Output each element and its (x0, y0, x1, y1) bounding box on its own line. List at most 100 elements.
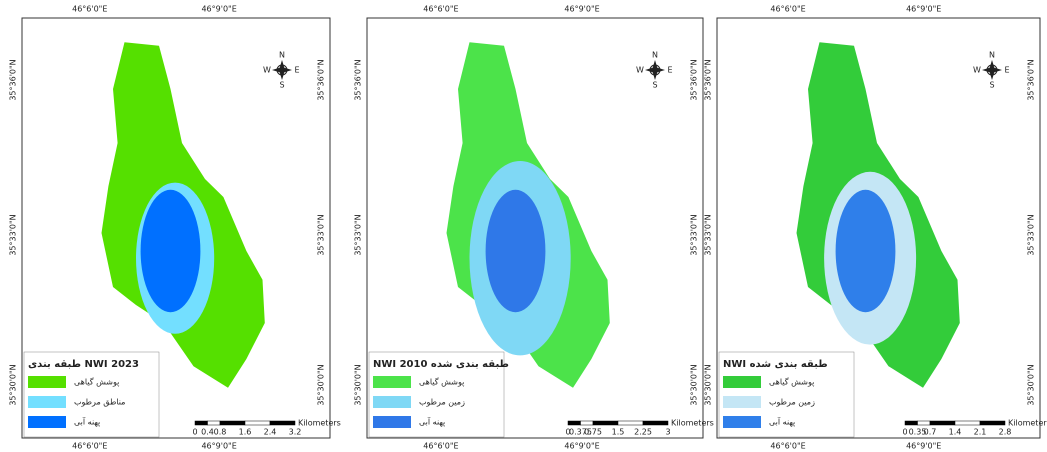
legend-swatch (723, 396, 761, 408)
scale-label: 0 (192, 428, 197, 437)
compass-n: N (279, 51, 285, 60)
compass-n: N (652, 51, 658, 60)
legend-title: NWI طبقه بندی شده (723, 359, 828, 370)
compass-w: W (263, 66, 271, 75)
legend-title: NWI 2010 طبقه بندی شده (373, 359, 509, 370)
scale-unit: Kilometers (1008, 419, 1047, 428)
right-coordinate: 35°30'0"N (690, 364, 699, 405)
top-coordinate: 46°9'0"E (201, 5, 236, 14)
compass-rose (272, 60, 292, 80)
scale-label: 2.8 (999, 428, 1012, 437)
compass-rose (982, 60, 1002, 80)
map-panel: 46°6'0"E 46°9'0"E 46°6'0"E 46°9'0"E 35°36'0"… (704, 5, 1047, 451)
compass-w: W (636, 66, 644, 75)
bottom-coordinate: 46°6'0"E (72, 442, 107, 451)
scale-label: 3 (665, 428, 670, 437)
scale-label: 2.1 (974, 428, 987, 437)
legend-swatch (28, 396, 66, 408)
left-coordinate: 35°30'0"N (704, 364, 713, 405)
scale-segment (194, 420, 208, 426)
left-coordinate: 35°30'0"N (354, 364, 363, 405)
left-coordinate: 35°33'0"N (354, 214, 363, 255)
scale-segment (219, 420, 246, 426)
bottom-coordinate: 46°9'0"E (906, 442, 941, 451)
scale-segment (929, 420, 956, 426)
legend-title: طبقه بندی NWI 2023 (28, 359, 139, 370)
water-body (140, 189, 201, 313)
compass-rose (645, 60, 665, 80)
legend-swatch (723, 376, 761, 388)
scale-unit: Kilometers (671, 419, 714, 428)
right-coordinate: 35°30'0"N (1027, 364, 1036, 405)
legend-label: زمین مرطوب (769, 398, 815, 407)
left-coordinate: 35°33'0"N (9, 214, 18, 255)
legend-label: پوشش گیاهی (769, 377, 814, 387)
legend-swatch (373, 416, 411, 428)
scale-segment (244, 420, 271, 426)
right-coordinate: 35°33'0"N (1027, 214, 1036, 255)
right-coordinate: 35°30'0"N (317, 364, 326, 405)
legend-label: پوشش گیاهی (419, 377, 464, 387)
compass-e: E (294, 66, 299, 75)
compass-s: S (989, 81, 994, 90)
top-coordinate: 46°9'0"E (564, 5, 599, 14)
scale-label: 0 (565, 428, 570, 437)
top-coordinate: 46°6'0"E (770, 5, 805, 14)
compass-ring (986, 64, 998, 76)
compass-ring (276, 64, 288, 76)
legend-label: پهنه آبی (74, 417, 100, 427)
compass-s: S (652, 81, 657, 90)
compass-w: W (973, 66, 981, 75)
legend-label: مناطق مرطوب (74, 398, 125, 407)
compass-ring (649, 64, 661, 76)
scale-segment (617, 420, 644, 426)
scale-unit: Kilometers (298, 419, 341, 428)
legend-swatch (723, 416, 761, 428)
legend-label: زمین مرطوب (419, 398, 465, 407)
legend-swatch (28, 416, 66, 428)
scale-label: 1.5 (612, 428, 625, 437)
right-coordinate: 35°33'0"N (690, 214, 699, 255)
bottom-coordinate: 46°9'0"E (201, 442, 236, 451)
legend-label: پهنه آبی (419, 417, 445, 427)
right-coordinate: 35°36'0"N (690, 59, 699, 100)
scale-segment (567, 420, 581, 426)
legend-swatch (373, 376, 411, 388)
scale-segment (979, 420, 1006, 426)
water-body (485, 189, 546, 313)
legend-swatch (28, 376, 66, 388)
water-body (835, 189, 896, 313)
scale-segment (269, 420, 296, 426)
scale-label: 0.7 (924, 428, 937, 437)
left-coordinate: 35°36'0"N (704, 59, 713, 100)
left-coordinate: 35°33'0"N (704, 214, 713, 255)
scale-segment (904, 420, 918, 426)
legend-label: پهنه آبی (769, 417, 795, 427)
scale-label: 3.2 (289, 428, 302, 437)
left-coordinate: 35°36'0"N (354, 59, 363, 100)
scale-label: 0 (902, 428, 907, 437)
left-coordinate: 35°30'0"N (9, 364, 18, 405)
scale-label: 2.25 (634, 428, 652, 437)
right-coordinate: 35°33'0"N (317, 214, 326, 255)
scale-label: 0.8 (214, 428, 227, 437)
left-coordinate: 35°36'0"N (9, 59, 18, 100)
bottom-coordinate: 46°9'0"E (564, 442, 599, 451)
scale-segment (207, 420, 221, 426)
scale-label: 2.4 (264, 428, 277, 437)
scale-label: 0.4 (201, 428, 214, 437)
legend-swatch (373, 396, 411, 408)
map-panel: 46°6'0"E 46°9'0"E 46°6'0"E 46°9'0"E 35°36'0"… (9, 5, 341, 451)
top-coordinate: 46°6'0"E (72, 5, 107, 14)
legend-label: پوشش گیاهی (74, 377, 119, 387)
right-coordinate: 35°36'0"N (317, 59, 326, 100)
right-coordinate: 35°36'0"N (1027, 59, 1036, 100)
scale-label: 0.75 (584, 428, 602, 437)
top-coordinate: 46°9'0"E (906, 5, 941, 14)
compass-n: N (989, 51, 995, 60)
scale-label: 0.35 (909, 428, 927, 437)
compass-e: E (1004, 66, 1009, 75)
top-coordinate: 46°6'0"E (423, 5, 458, 14)
scale-segment (580, 420, 594, 426)
